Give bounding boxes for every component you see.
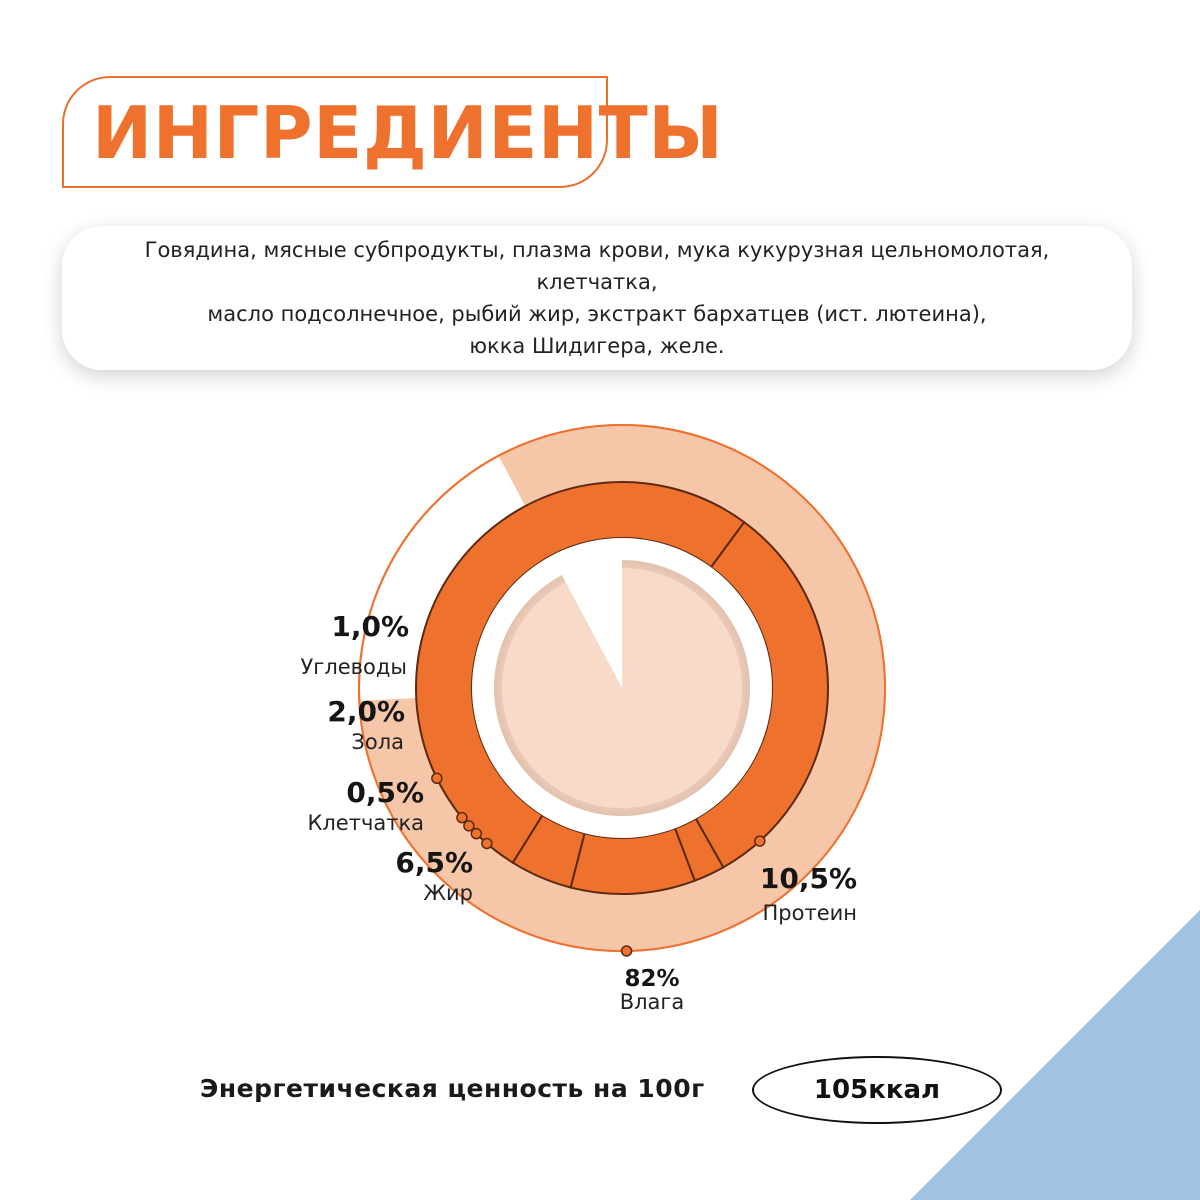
label-ash-value: 2,0% — [327, 695, 405, 728]
title-frame — [62, 76, 608, 188]
energy-label: Энергетическая ценность на 100г — [200, 1074, 705, 1103]
center-disc — [472, 538, 772, 838]
label-carbs-value: 1,0% — [331, 610, 409, 643]
corner-decoration — [910, 910, 1200, 1200]
ingredients-line: Говядина, мясные субпродукты, плазма кро… — [144, 238, 1050, 294]
ingredients-card: Говядина, мясные субпродукты, плазма кро… — [62, 226, 1132, 370]
label-fat-name: Жир — [423, 881, 473, 905]
label-fiber-name: Клетчатка — [307, 811, 424, 835]
ingredients-text: Говядина, мясные субпродукты, плазма кро… — [82, 234, 1112, 362]
marker-fiber-3 — [470, 827, 483, 840]
label-fat-value: 6,5% — [395, 846, 473, 879]
label-protein-name: Протеин — [763, 901, 858, 925]
label-moisture-value: 82% — [624, 966, 679, 992]
label-fiber-value: 0,5% — [346, 776, 424, 809]
label-moisture-name: Влага — [620, 990, 685, 1014]
marker-fat — [481, 837, 493, 850]
marker-dots — [431, 772, 766, 957]
marker-moisture — [620, 945, 633, 957]
marker-fiber-1 — [456, 811, 468, 824]
label-protein-value: 10,5% — [760, 862, 857, 895]
ingredients-line: юкка Шидигера, желе. — [469, 334, 725, 358]
ingredients-line: масло подсолнечное, рыбий жир, экстракт … — [207, 302, 987, 326]
page-title: ИНГРЕДИЕНТЫ — [92, 91, 724, 175]
center-disc-notch — [561, 559, 622, 688]
label-ash-name: Зола — [351, 730, 404, 754]
marker-protein — [754, 835, 766, 847]
marker-fiber-2 — [463, 820, 475, 832]
marker-ash — [431, 772, 443, 785]
label-carbs-name: Углеводы — [301, 655, 408, 679]
inner-slice-Зола — [569, 827, 697, 895]
